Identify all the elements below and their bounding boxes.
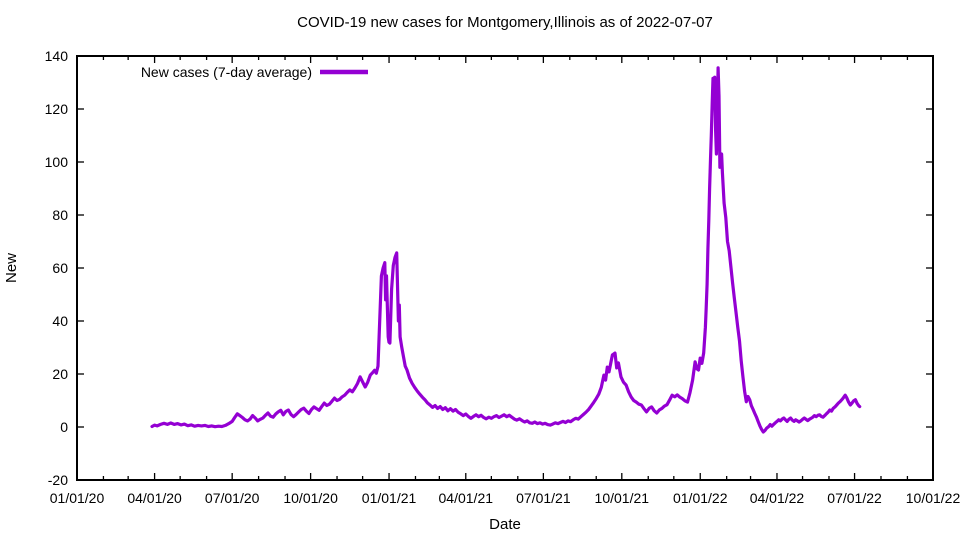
x-tick-label: 07/01/21 xyxy=(516,490,571,506)
y-tick-label: 40 xyxy=(52,313,68,329)
y-tick-label: 80 xyxy=(52,207,68,223)
x-tick-label: 01/01/20 xyxy=(50,490,105,506)
x-tick-label: 07/01/22 xyxy=(827,490,882,506)
y-axis-label: New xyxy=(3,253,20,283)
series-line xyxy=(150,66,862,434)
x-tick-label: 04/01/20 xyxy=(127,490,182,506)
y-tick-label: 20 xyxy=(52,366,68,382)
y-tick-label: -20 xyxy=(48,472,68,488)
x-tick-label: 04/01/22 xyxy=(750,490,805,506)
x-tick-label: 10/01/20 xyxy=(283,490,338,506)
legend-label: New cases (7-day average) xyxy=(141,64,312,80)
axes-ticks: 01/01/20 04/01/20 07/01/20 10/01/20 01/01/21… xyxy=(45,48,960,506)
x-tick-label: 07/01/20 xyxy=(205,490,260,506)
x-tick-label: 01/01/22 xyxy=(673,490,728,506)
x-tick-label: 04/01/21 xyxy=(439,490,494,506)
x-tick-label: 01/01/21 xyxy=(362,490,417,506)
y-tick-label: 60 xyxy=(52,260,68,276)
y-tick-label: 140 xyxy=(45,48,69,64)
y-tick-label: 0 xyxy=(60,419,68,435)
x-tick-label: 10/01/22 xyxy=(906,490,960,506)
chart-title: COVID-19 new cases for Montgomery,Illino… xyxy=(297,14,713,31)
y-tick-label: 100 xyxy=(45,154,69,170)
y-tick-label: 120 xyxy=(45,101,69,117)
x-tick-label: 10/01/21 xyxy=(595,490,650,506)
x-axis-label: Date xyxy=(489,516,521,533)
